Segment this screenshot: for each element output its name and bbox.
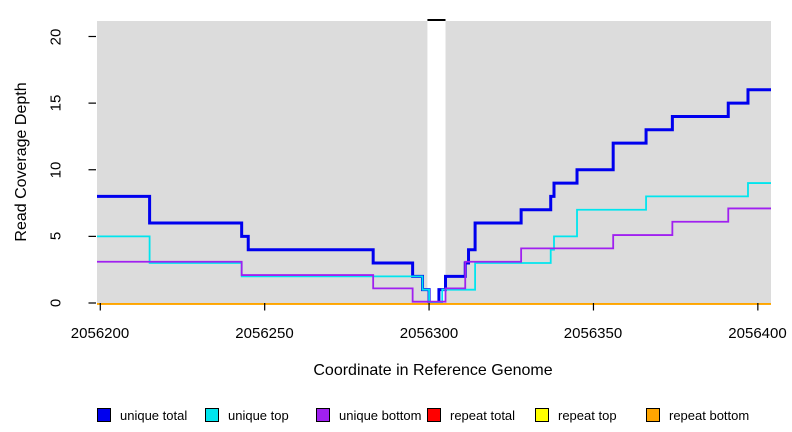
legend-item-repeat-total: repeat total — [427, 405, 515, 425]
legend: unique total unique top unique bottom re… — [0, 405, 792, 427]
y-tick-label-5: 5 — [47, 232, 65, 241]
y-tick-label-15: 15 — [47, 94, 65, 112]
legend-swatch-unique-bottom — [316, 408, 330, 422]
legend-item-unique-top: unique top — [205, 405, 289, 425]
legend-label: unique total — [120, 407, 188, 423]
x-tick-label-2056250: 2056250 — [235, 325, 294, 342]
y-tick-label-20: 20 — [47, 28, 65, 45]
legend-label: unique bottom — [339, 407, 422, 423]
series-unique-bottom — [97, 207, 771, 303]
legend-swatch-unique-top — [205, 408, 219, 422]
y-tick-label-0: 0 — [47, 298, 65, 308]
gap-top-marker — [427, 19, 446, 21]
coverage-gap-band — [427, 21, 446, 303]
x-tick-label-2056200: 2056200 — [70, 325, 130, 342]
series-unique-total — [97, 88, 771, 305]
legend-swatch-repeat-total — [427, 408, 441, 422]
legend-swatch-repeat-top — [535, 408, 549, 422]
legend-item-repeat-bottom: repeat bottom — [646, 405, 749, 425]
y-axis-label: Read Coverage Depth — [13, 82, 30, 242]
x-tick-label-2056300: 2056300 — [399, 325, 459, 342]
x-tick-label-2056400: 2056400 — [728, 325, 787, 342]
x-axis-label: Coordinate in Reference Genome — [313, 362, 553, 379]
legend-label: unique top — [228, 407, 289, 423]
legend-item-unique-bottom: unique bottom — [316, 405, 421, 425]
y-tick-label-10: 10 — [47, 161, 65, 179]
legend-label: repeat total — [450, 407, 516, 423]
legend-swatch-repeat-bottom — [646, 408, 660, 422]
legend-item-repeat-top: repeat top — [535, 405, 617, 425]
legend-label: repeat bottom — [669, 407, 750, 423]
legend-swatch-unique-total — [97, 408, 111, 422]
legend-label: repeat top — [558, 407, 617, 423]
legend-item-unique-total: unique total — [97, 405, 187, 425]
x-tick-label-2056350: 2056350 — [563, 325, 623, 342]
